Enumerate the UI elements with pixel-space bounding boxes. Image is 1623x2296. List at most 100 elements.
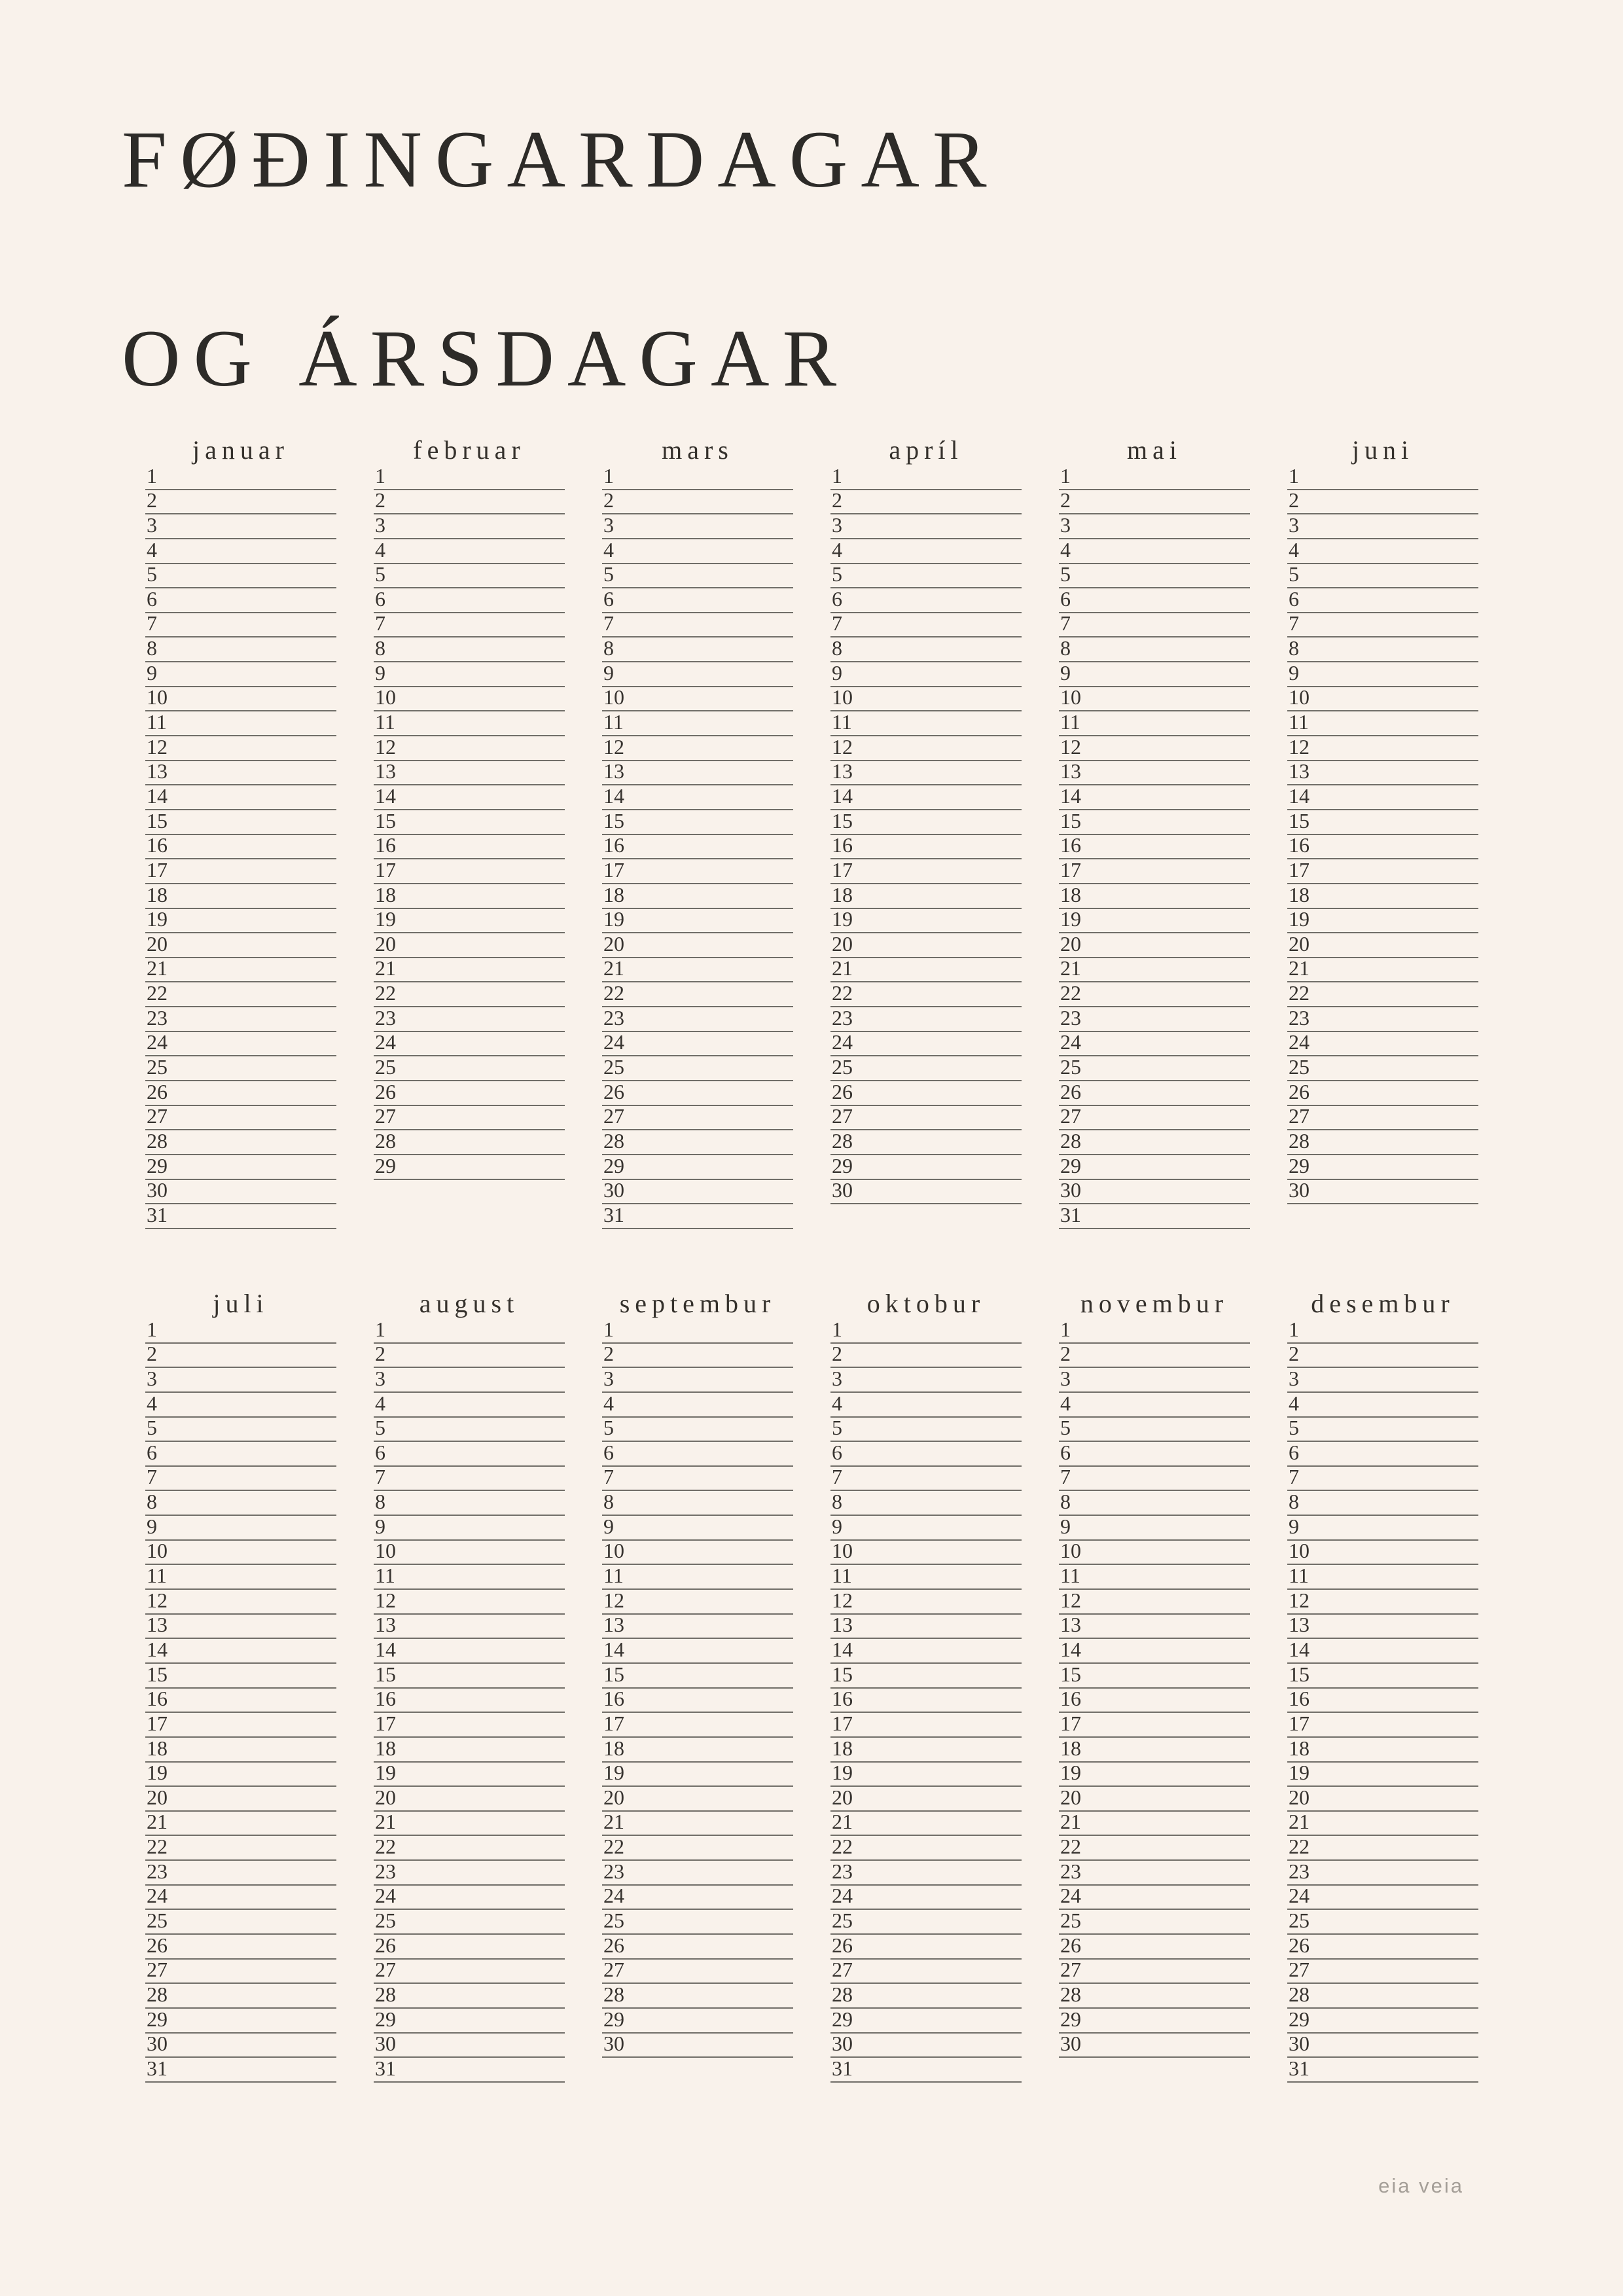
day-number: 16 xyxy=(375,1687,396,1711)
day-number: 7 xyxy=(832,611,842,636)
day-row: 8 xyxy=(1059,1491,1250,1516)
day-row: 7 xyxy=(1059,613,1250,638)
day-number: 8 xyxy=(375,636,385,660)
day-row: 29 xyxy=(602,2009,793,2034)
day-row: 5 xyxy=(1287,1417,1478,1443)
day-row: 23 xyxy=(1059,1861,1250,1886)
day-row: 2 xyxy=(1059,1343,1250,1369)
month-name: mai xyxy=(1127,435,1182,465)
day-number: 14 xyxy=(147,783,168,808)
day-number: 21 xyxy=(832,1810,853,1834)
day-number: 20 xyxy=(832,931,853,956)
day-row: 29 xyxy=(602,1155,793,1180)
day-row: 10 xyxy=(1059,1540,1250,1566)
day-row: 23 xyxy=(1059,1007,1250,1032)
day-number: 10 xyxy=(832,1539,853,1563)
day-number: 7 xyxy=(147,1465,157,1489)
day-number: 27 xyxy=(375,1104,396,1128)
day-number: 9 xyxy=(603,660,614,685)
month-day-list: 1 2 3 4 5 6 7 8 9 10 11 12 13 14 15 16 17 18 19 20 21 22 23 24 2… xyxy=(602,465,793,1229)
day-row: 17 xyxy=(145,1713,336,1738)
day-row: 15 xyxy=(1287,810,1478,835)
day-number: 23 xyxy=(1289,1005,1310,1030)
day-number: 28 xyxy=(147,1982,168,2006)
day-row: 17 xyxy=(1059,1713,1250,1738)
day-number: 21 xyxy=(1289,1810,1310,1834)
month-name: oktobur xyxy=(866,1289,986,1318)
day-number: 12 xyxy=(1060,1588,1081,1612)
day-row: 14 xyxy=(602,785,793,810)
day-number: 18 xyxy=(603,1736,624,1760)
day-row: 22 xyxy=(1059,982,1250,1008)
day-number: 2 xyxy=(1289,1342,1299,1366)
day-number: 19 xyxy=(1289,907,1310,931)
day-row: 26 xyxy=(1059,1081,1250,1106)
day-row: 29 xyxy=(830,2009,1022,2034)
day-number: 19 xyxy=(147,1761,168,1785)
day-number: 17 xyxy=(603,857,624,882)
day-number: 3 xyxy=(147,1366,157,1390)
month-block: august 1 2 3 4 5 6 7 8 9 10 11 12 13 14 15 16 17 18 19 20 21… xyxy=(374,1278,565,2083)
day-row: 10 xyxy=(145,1540,336,1566)
day-number: 8 xyxy=(375,1490,385,1514)
day-number: 2 xyxy=(375,1342,385,1366)
day-number: 28 xyxy=(603,1982,624,2006)
day-number: 6 xyxy=(1060,1440,1071,1464)
day-row: 1 xyxy=(1059,1319,1250,1344)
day-number: 24 xyxy=(1289,1030,1310,1054)
day-row: 19 xyxy=(374,908,565,934)
day-row: 12 xyxy=(374,1590,565,1615)
day-row: 31 xyxy=(145,1204,336,1229)
day-row: 5 xyxy=(602,1416,793,1443)
day-row: 25 xyxy=(374,1910,565,1935)
day-number: 25 xyxy=(832,1909,853,1933)
day-row: 2 xyxy=(145,1343,336,1369)
day-row: 6 xyxy=(830,1442,1022,1467)
day-number: 15 xyxy=(1289,1662,1310,1686)
calendar-second-half: juli 1 2 3 4 5 6 7 8 9 10 11 12 13 14 15 16 17 18 19 20 21 22… xyxy=(145,1278,1481,2083)
day-number: 15 xyxy=(603,808,624,833)
day-number: 12 xyxy=(603,734,624,759)
day-number: 3 xyxy=(147,512,157,537)
day-number: 27 xyxy=(603,1958,624,1982)
day-row: 17 xyxy=(374,1713,565,1738)
day-row: 27 xyxy=(602,1958,793,1984)
day-row: 18 xyxy=(145,884,336,909)
day-number: 30 xyxy=(603,1178,624,1202)
day-number: 9 xyxy=(375,1514,385,1538)
day-row: 12 xyxy=(374,736,565,761)
day-row: 18 xyxy=(374,1738,565,1763)
day-number: 9 xyxy=(1060,660,1071,685)
day-row: 3 xyxy=(374,514,565,539)
day-row: 31 xyxy=(1287,2058,1478,2083)
day-number: 2 xyxy=(832,488,842,512)
day-row: 22 xyxy=(830,1836,1022,1861)
day-number: 2 xyxy=(832,1342,842,1366)
day-number: 1 xyxy=(603,463,614,488)
day-row: 7 xyxy=(1287,1466,1478,1492)
day-row: 10 xyxy=(1059,687,1250,712)
day-number: 23 xyxy=(375,1859,396,1883)
day-row: 11 xyxy=(374,1565,565,1590)
day-row: 23 xyxy=(830,1007,1022,1032)
day-row: 1 xyxy=(602,465,793,490)
day-number: 26 xyxy=(375,1079,396,1103)
day-row: 6 xyxy=(145,588,336,613)
day-row: 3 xyxy=(1287,514,1478,539)
day-row: 11 xyxy=(145,1565,336,1590)
day-row: 21 xyxy=(830,958,1022,983)
day-row: 25 xyxy=(1059,1910,1250,1935)
day-row: 13 xyxy=(374,1614,565,1640)
day-number: 8 xyxy=(832,1490,842,1514)
day-number: 5 xyxy=(603,1416,614,1440)
day-row: 21 xyxy=(374,1811,565,1837)
day-number: 29 xyxy=(375,1153,396,1177)
day-row: 7 xyxy=(1287,613,1478,638)
day-row: 2 xyxy=(1059,490,1250,515)
day-number: 5 xyxy=(375,562,385,586)
day-row: 13 xyxy=(602,761,793,786)
day-number: 5 xyxy=(375,1416,385,1440)
day-row: 25 xyxy=(1287,1056,1478,1082)
day-row: 24 xyxy=(830,1031,1022,1057)
day-row: 3 xyxy=(145,1368,336,1393)
